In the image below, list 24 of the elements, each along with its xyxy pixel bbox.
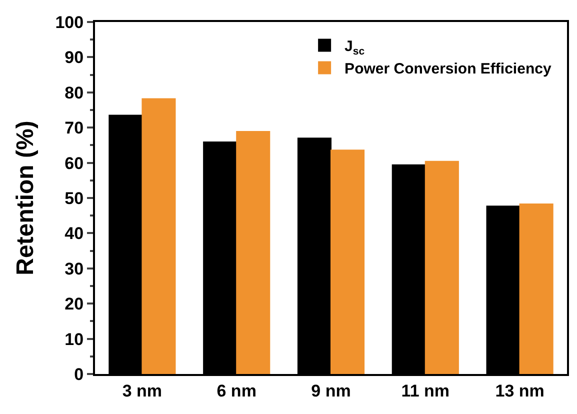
legend-label: J$_{sc}$ [344, 38, 365, 58]
y-tick-label: 80 [64, 83, 84, 102]
x-tick-label: 13 nm [495, 381, 544, 400]
y-tick-label: 90 [64, 48, 84, 68]
y-axis-title: Retention (%) [12, 120, 39, 276]
y-tick-label: 0 [74, 364, 84, 384]
bar [330, 150, 365, 374]
bar [142, 98, 176, 374]
bar [519, 203, 554, 374]
y-tick-label: 50 [64, 188, 84, 208]
y-tick-label: 70 [64, 118, 84, 138]
y-tick-label: 10 [64, 330, 84, 349]
x-tick-label: 9 nm [311, 381, 351, 400]
y-tick-label: 60 [64, 154, 84, 173]
x-tick-label: 11 nm [401, 381, 450, 400]
y-tick-label: 40 [64, 224, 84, 244]
y-tick-label: 100 [55, 12, 84, 32]
bar [424, 160, 459, 374]
y-tick-label: 30 [64, 259, 84, 278]
x-tick-label: 3 nm [122, 381, 162, 400]
x-tick-label: 6 nm [216, 381, 256, 400]
y-tick-label: 20 [64, 294, 84, 314]
bar [236, 130, 270, 374]
legend-label: Power Conversion Efficiency [344, 60, 552, 78]
